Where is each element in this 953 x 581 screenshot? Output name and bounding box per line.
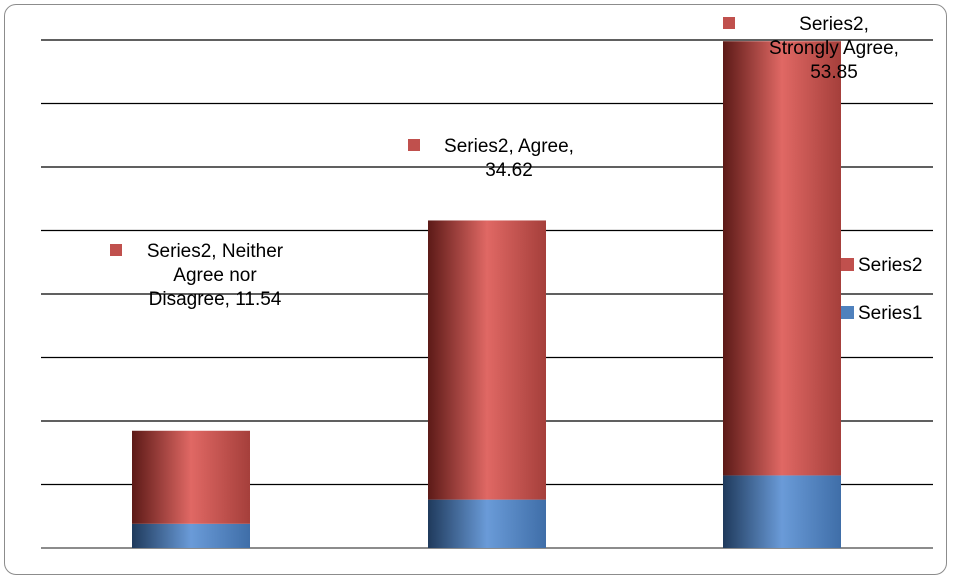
data-label-marker [408, 139, 420, 151]
data-label-text: Series2, [799, 14, 869, 35]
legend-swatch-series1 [841, 306, 854, 319]
legend-swatch-series2 [841, 258, 854, 271]
bar-series1-1 [132, 523, 250, 548]
data-label-marker [110, 244, 122, 256]
legend: Series2 Series1 [841, 255, 922, 324]
bar-series2-1 [132, 430, 250, 524]
bar-series2-2 [428, 220, 546, 500]
data-label-text: Strongly Agree, [769, 38, 899, 59]
data-label-text: 53.85 [810, 62, 858, 83]
stacked-bar-chart: Series2, Neither Agree nor Disagree, 11.54… [41, 14, 933, 549]
data-label-text: Agree nor [173, 265, 257, 286]
bar-series1-3 [723, 475, 841, 548]
bar-series1-2 [428, 499, 546, 548]
bar-series2-3 [723, 41, 841, 476]
data-labels: Series2, Neither Agree nor Disagree, 11.54… [110, 14, 899, 310]
data-label-text: Series2, Agree, [444, 136, 574, 157]
legend-label-series1: Series1 [858, 303, 922, 324]
legend-label-series2: Series2 [858, 255, 922, 276]
data-label-text: Disagree, 11.54 [149, 289, 282, 310]
data-label-text: 34.62 [485, 160, 533, 181]
chart-frame: Series2, Neither Agree nor Disagree, 11.54… [4, 4, 947, 575]
data-label-text: Series2, Neither [147, 241, 284, 262]
data-label-marker [723, 17, 735, 29]
bars [132, 41, 841, 548]
